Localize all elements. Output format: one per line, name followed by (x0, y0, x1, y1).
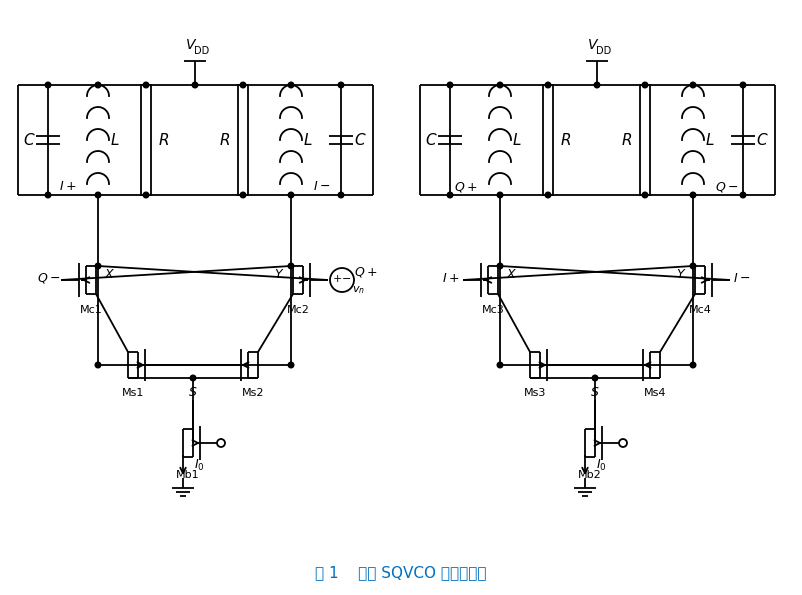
Circle shape (288, 362, 294, 368)
Circle shape (691, 192, 696, 198)
Circle shape (45, 192, 51, 198)
Circle shape (497, 82, 503, 88)
Circle shape (144, 82, 149, 88)
Text: $R$: $R$ (561, 132, 572, 148)
Text: $S$: $S$ (188, 387, 198, 399)
Text: $C$: $C$ (354, 132, 367, 148)
Circle shape (241, 192, 245, 198)
Circle shape (95, 263, 101, 269)
Circle shape (619, 439, 627, 447)
Circle shape (691, 362, 696, 368)
Text: DD: DD (597, 46, 612, 56)
Text: $V$: $V$ (184, 38, 197, 52)
Text: Ms3: Ms3 (524, 388, 546, 398)
Text: $Q+$: $Q+$ (354, 265, 378, 279)
Text: Ms1: Ms1 (122, 388, 144, 398)
Circle shape (448, 192, 453, 198)
Circle shape (217, 439, 225, 447)
Circle shape (448, 82, 453, 88)
Bar (543, 85, 553, 195)
Text: $Y$: $Y$ (676, 268, 687, 281)
Text: $I-$: $I-$ (733, 271, 751, 284)
Text: $I+$: $I+$ (443, 271, 460, 284)
Text: Mb1: Mb1 (176, 470, 200, 480)
Text: $V$: $V$ (587, 38, 599, 52)
Circle shape (241, 82, 245, 88)
Text: $R$: $R$ (220, 132, 231, 148)
Circle shape (95, 192, 101, 198)
Circle shape (497, 192, 503, 198)
Circle shape (338, 82, 344, 88)
Circle shape (497, 362, 503, 368)
Circle shape (691, 82, 696, 88)
Text: $S$: $S$ (590, 387, 600, 399)
Bar (640, 85, 650, 195)
Circle shape (691, 263, 696, 269)
Text: $L$: $L$ (512, 132, 522, 148)
Text: Ms2: Ms2 (241, 388, 264, 398)
Text: $X$: $X$ (104, 268, 115, 281)
Text: $I-$: $I-$ (313, 180, 330, 193)
Text: Mc3: Mc3 (482, 305, 504, 315)
Text: Mc2: Mc2 (286, 305, 310, 315)
Circle shape (338, 192, 344, 198)
Circle shape (497, 263, 503, 269)
Text: $R$: $R$ (622, 132, 633, 148)
Text: $L$: $L$ (303, 132, 313, 148)
Circle shape (592, 375, 597, 381)
Text: $Q-$: $Q-$ (38, 271, 61, 285)
Text: Mc1: Mc1 (79, 305, 103, 315)
Text: $C$: $C$ (755, 132, 768, 148)
Text: $R$: $R$ (159, 132, 169, 148)
Text: $v_n$: $v_n$ (351, 284, 364, 296)
Text: $C$: $C$ (425, 132, 437, 148)
Circle shape (45, 82, 51, 88)
Text: $I_0$: $I_0$ (596, 458, 606, 472)
Circle shape (740, 82, 746, 88)
Circle shape (192, 82, 198, 88)
Text: $Q-$: $Q-$ (715, 180, 739, 194)
Text: $L$: $L$ (110, 132, 119, 148)
Circle shape (190, 375, 196, 381)
Bar (141, 85, 151, 195)
Circle shape (740, 192, 746, 198)
Circle shape (95, 82, 101, 88)
Text: $I_0$: $I_0$ (193, 458, 205, 472)
Text: Mb2: Mb2 (578, 470, 602, 480)
Circle shape (330, 268, 354, 292)
Text: 图 1    传统 SQVCO 电路原理图: 图 1 传统 SQVCO 电路原理图 (315, 565, 487, 581)
Circle shape (642, 82, 648, 88)
Text: Mc4: Mc4 (689, 305, 711, 315)
Circle shape (545, 192, 551, 198)
Text: $C$: $C$ (22, 132, 35, 148)
Circle shape (288, 263, 294, 269)
Text: $Y$: $Y$ (273, 268, 284, 281)
Circle shape (642, 192, 648, 198)
Text: +: + (332, 274, 342, 284)
Circle shape (144, 192, 149, 198)
Text: $Q+$: $Q+$ (455, 180, 478, 194)
Text: $I+$: $I+$ (59, 180, 76, 193)
Circle shape (594, 82, 600, 88)
Text: −: − (342, 274, 352, 284)
Bar (238, 85, 248, 195)
Circle shape (95, 362, 101, 368)
Circle shape (545, 82, 551, 88)
Circle shape (288, 192, 294, 198)
Text: $X$: $X$ (506, 268, 517, 281)
Circle shape (288, 82, 294, 88)
Text: $L$: $L$ (705, 132, 715, 148)
Text: DD: DD (194, 46, 209, 56)
Text: Ms4: Ms4 (644, 388, 666, 398)
